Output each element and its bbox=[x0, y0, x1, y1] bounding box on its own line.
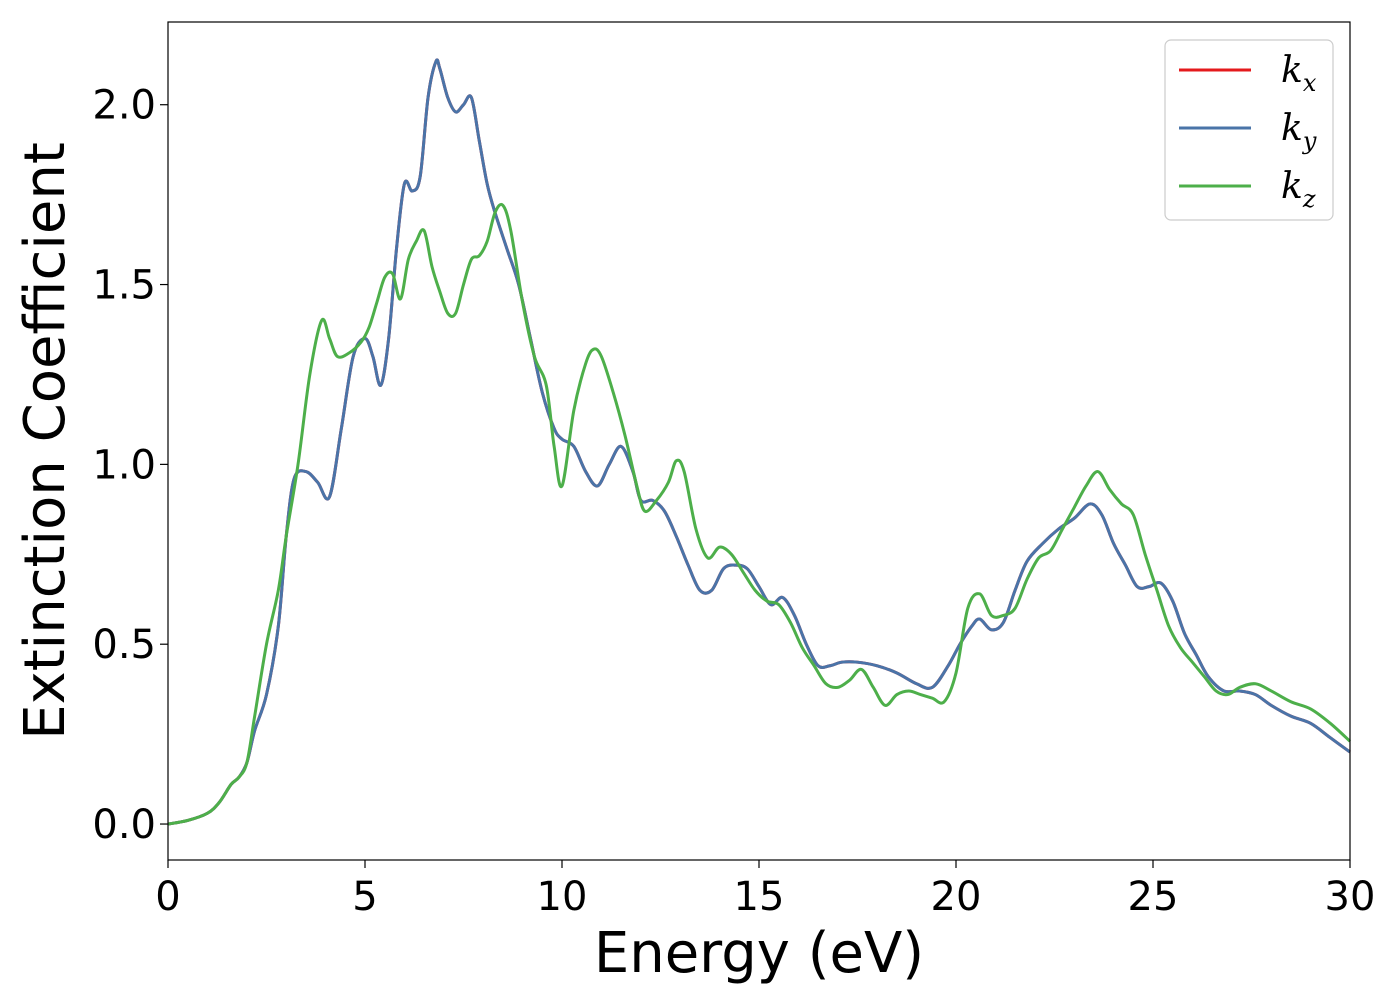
x-tick-label: 0 bbox=[155, 874, 180, 920]
legend-label-ky: ky bbox=[1281, 108, 1317, 155]
y-axis-label: Extinction Coefficient bbox=[13, 142, 78, 740]
legend-box bbox=[1164, 39, 1334, 221]
legend: kx ky kz bbox=[1164, 39, 1334, 221]
x-tick-label: 15 bbox=[734, 874, 785, 920]
x-tick-label: 5 bbox=[352, 874, 377, 920]
legend-label-kz: kz bbox=[1281, 166, 1316, 213]
x-axis-label: Energy (eV) bbox=[594, 921, 924, 986]
x-axis-ticks: 0 5 10 15 20 25 30 bbox=[155, 860, 1375, 920]
y-tick-label: 0.5 bbox=[92, 622, 156, 668]
series-line-kz bbox=[167, 202, 1352, 826]
x-tick-label: 10 bbox=[537, 874, 588, 920]
x-tick-label: 25 bbox=[1128, 874, 1179, 920]
y-tick-label: 2.0 bbox=[92, 83, 156, 129]
x-tick-label: 30 bbox=[1325, 874, 1376, 920]
series-layer bbox=[167, 58, 1352, 826]
series-line-ky bbox=[167, 58, 1351, 826]
y-tick-label: 1.0 bbox=[92, 442, 156, 488]
y-tick-label: 1.5 bbox=[92, 263, 156, 309]
y-tick-label: 0.0 bbox=[92, 802, 156, 848]
y-axis-ticks: 0.0 0.5 1.0 1.5 2.0 bbox=[92, 83, 168, 848]
legend-label-kx: kx bbox=[1281, 50, 1317, 97]
x-tick-label: 20 bbox=[931, 874, 982, 920]
